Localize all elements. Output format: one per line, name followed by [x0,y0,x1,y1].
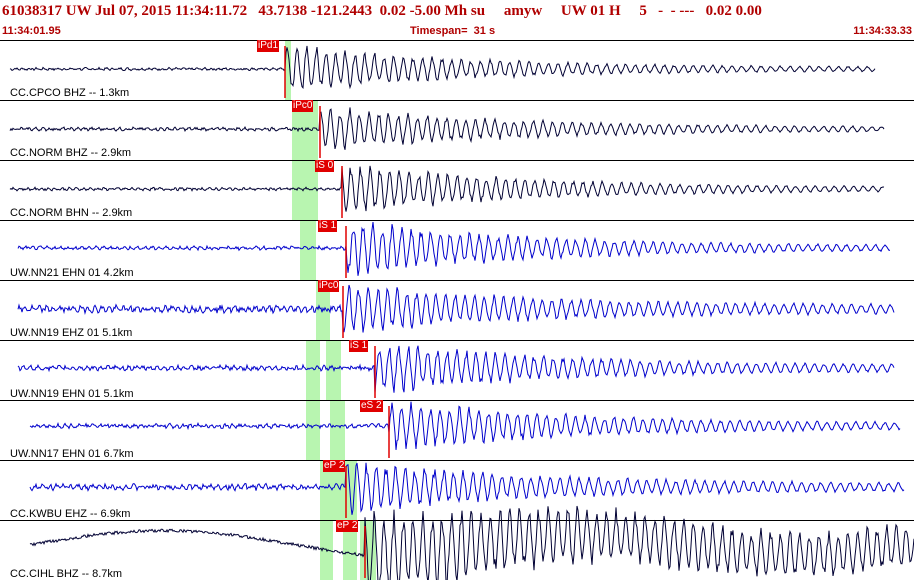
end-time: 11:34:33.33 [853,25,912,37]
pick-label[interactable]: iS 0 [315,160,335,172]
seismic-trace [9,45,876,90]
seismogram-canvas[interactable] [0,40,914,585]
seismogram-plot[interactable] [0,40,914,585]
trace-label: UW.NN19 EHZ 01 5.1km [10,327,133,339]
analysis-window [360,520,376,580]
pick-label[interactable]: eP 2 [336,520,359,532]
start-time: 11:34:01.95 [2,25,61,37]
trace-label: CC.NORM BHZ -- 2.9km [10,147,131,159]
pick-label[interactable]: iS 1 [318,220,338,232]
seismic-trace [17,345,895,393]
pick-label[interactable]: iPc0 [292,100,314,112]
seismic-trace [17,284,895,333]
seismic-trace [9,165,885,212]
seismic-trace [29,462,905,515]
trace-label: CC.CPCO BHZ -- 1.3km [10,87,130,99]
header: 61038317 UW Jul 07, 2015 11:34:11.72 43.… [0,0,914,40]
trace-label: UW.NN17 EHN 01 6.7km [10,448,134,460]
timespan-label: Timespan= 31 s [410,25,496,37]
pick-label[interactable]: iS 1 [349,340,369,352]
pick-label[interactable]: iPd1 [257,40,280,52]
seismic-trace [29,401,901,450]
pick-label[interactable]: iPc0 [318,280,340,292]
seismic-trace [17,222,891,276]
analysis-window [300,220,316,280]
seismic-trace [9,107,885,150]
trace-label: CC.KWBU EHZ -- 6.9km [10,508,131,520]
trace-label: UW.NN19 EHN 01 5.1km [10,388,134,400]
pick-label[interactable]: eS 2 [360,400,383,412]
event-title: 61038317 UW Jul 07, 2015 11:34:11.72 43.… [2,3,762,19]
pick-label[interactable]: eP 2 [323,460,346,472]
trace-label: CC.CIHL BHZ -- 8.7km [10,568,123,580]
seismic-trace [29,505,914,585]
trace-label: CC.NORM BHN -- 2.9km [10,207,133,219]
trace-label: UW.NN21 EHN 01 4.2km [10,267,134,279]
analysis-window [285,40,291,100]
